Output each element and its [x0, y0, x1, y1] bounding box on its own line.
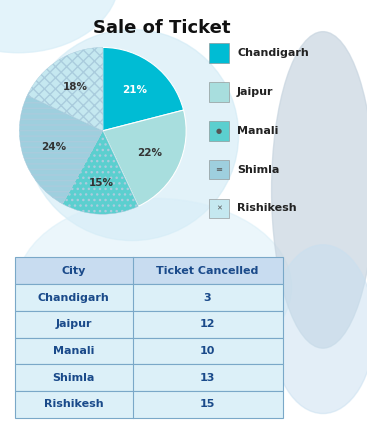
Text: Sale of Ticket: Sale of Ticket — [93, 19, 230, 37]
Ellipse shape — [272, 245, 367, 414]
Text: 3: 3 — [204, 292, 211, 303]
Wedge shape — [63, 131, 138, 214]
Text: 24%: 24% — [41, 142, 66, 152]
Text: ≡: ≡ — [215, 165, 222, 174]
Ellipse shape — [272, 32, 367, 348]
Bar — [15, 364, 283, 391]
Text: 15: 15 — [200, 399, 215, 409]
Text: Jaipur: Jaipur — [237, 87, 273, 97]
Text: Rishikesh: Rishikesh — [237, 203, 297, 214]
Ellipse shape — [17, 198, 292, 376]
Text: 18%: 18% — [62, 82, 88, 92]
Text: Shimla: Shimla — [237, 165, 279, 175]
Wedge shape — [103, 47, 184, 131]
Text: ✕: ✕ — [216, 206, 222, 211]
Text: Ticket Cancelled: Ticket Cancelled — [156, 266, 259, 276]
Text: Chandigarh: Chandigarh — [38, 292, 109, 303]
Text: Shimla: Shimla — [52, 373, 95, 383]
Text: Chandigarh: Chandigarh — [237, 48, 309, 58]
Text: Rishikesh: Rishikesh — [44, 399, 103, 409]
Text: 13: 13 — [200, 373, 215, 383]
Ellipse shape — [26, 30, 239, 241]
Bar — [15, 338, 283, 364]
Text: 10: 10 — [200, 346, 215, 356]
Text: 22%: 22% — [137, 148, 162, 158]
Text: 15%: 15% — [89, 178, 114, 187]
Text: 12: 12 — [200, 319, 215, 329]
Bar — [209, 43, 229, 63]
Bar — [209, 160, 229, 179]
Text: City: City — [61, 266, 86, 276]
Wedge shape — [27, 47, 103, 131]
Bar — [209, 199, 229, 218]
Bar — [15, 257, 283, 284]
Ellipse shape — [0, 0, 119, 53]
Wedge shape — [19, 95, 103, 204]
Bar — [15, 284, 283, 311]
Bar — [15, 391, 283, 418]
Bar — [15, 311, 283, 338]
Text: ●: ● — [216, 128, 222, 134]
Bar — [209, 121, 229, 141]
Text: Manali: Manali — [53, 346, 94, 356]
Text: Jaipur: Jaipur — [55, 319, 92, 329]
Bar — [209, 82, 229, 102]
Text: Manali: Manali — [237, 126, 279, 136]
Text: 21%: 21% — [122, 85, 147, 95]
Wedge shape — [103, 110, 186, 206]
